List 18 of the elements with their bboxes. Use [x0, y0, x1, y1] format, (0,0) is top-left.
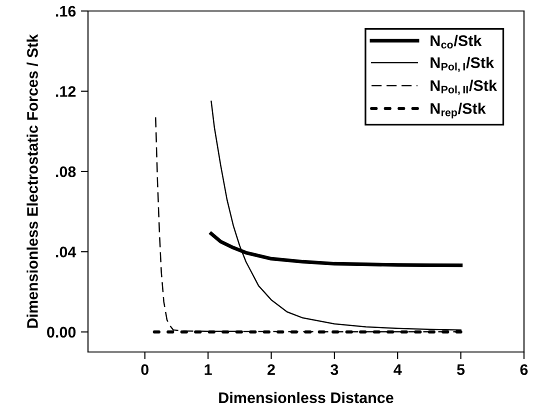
y-axis-title: Dimensionless Electrostatic Forces / Stk — [26, 34, 38, 328]
x-tick-label: 6 — [520, 364, 528, 376]
legend-label: N$_{Pol,II}$/Stk — [430, 80, 498, 95]
y-tick-label: .04 — [56, 246, 76, 258]
legend-label: N$_{Pol,I}$/Stk — [430, 56, 494, 72]
x-tick-label: 1 — [204, 364, 212, 375]
x-tick-label: 2 — [268, 364, 275, 375]
legend-label: N$_{rep}$/Stk — [430, 102, 486, 118]
y-tick-label: .16 — [56, 6, 76, 17]
x-tick-label: 4 — [394, 364, 402, 375]
y-tick-label: 0.00 — [47, 326, 76, 338]
x-tick-label: 0 — [141, 364, 148, 376]
x-tick-label: 3 — [330, 364, 338, 376]
y-tick-label: .12 — [56, 86, 76, 97]
y-tick-label: .08 — [56, 166, 76, 178]
x-axis-title: Dimensionless Distance — [219, 392, 394, 404]
legend-label: N$_{co}$/Stk — [430, 34, 482, 48]
x-tick-label: 5 — [457, 364, 465, 376]
